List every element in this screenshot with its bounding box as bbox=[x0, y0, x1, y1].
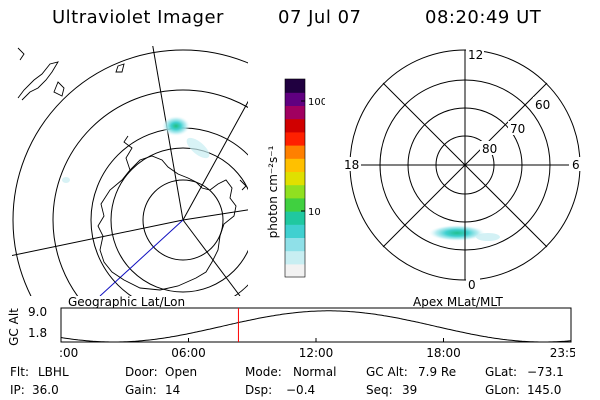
coastline-peninsula bbox=[123, 135, 133, 171]
colorbar-swatch bbox=[285, 224, 305, 238]
aurora-oval-tail bbox=[476, 233, 500, 241]
seq-label: Seq: bbox=[366, 383, 393, 397]
colorbar-scale bbox=[285, 79, 305, 278]
altitude-xticks: 00:00 06:00 12:00 18:00 23:59 bbox=[60, 338, 575, 360]
altitude-xtick-label: 12:00 bbox=[299, 346, 334, 360]
colorbar-swatch bbox=[285, 250, 305, 265]
colorbar-swatch bbox=[285, 237, 305, 252]
aurora-spot-trail bbox=[186, 137, 210, 159]
door-label: Door: bbox=[125, 365, 158, 379]
lat-circle-2 bbox=[52, 89, 248, 296]
lon-line-5 bbox=[182, 219, 241, 296]
colorbar-swatch bbox=[285, 118, 305, 133]
altitude-plot: 00:00 06:00 12:00 18:00 23:59 bbox=[60, 307, 575, 360]
lon-line-2 bbox=[182, 100, 248, 221]
colorbar-swatch bbox=[285, 171, 305, 186]
lat-circle-4 bbox=[110, 147, 248, 293]
coastline-antarctica bbox=[97, 155, 237, 291]
colorbar-swatch bbox=[285, 145, 305, 159]
mlat-label-70: 70 bbox=[510, 122, 525, 136]
altitude-ylabel: GC Alt bbox=[7, 308, 21, 346]
glon-value: 145.0 bbox=[527, 383, 562, 397]
altitude-xtick-label: 23:59 bbox=[550, 346, 575, 360]
right-panel-caption: Apex MLat/MLT bbox=[413, 295, 503, 309]
time-label: 08:20:49 UT bbox=[425, 7, 542, 28]
gain-label: Gain: bbox=[125, 383, 157, 397]
colorbar-swatch bbox=[285, 184, 305, 199]
filter-value: LBHL bbox=[38, 365, 69, 379]
gcalt-label: GC Alt: bbox=[366, 365, 408, 379]
lon-line-4 bbox=[182, 209, 248, 221]
geographic-map bbox=[12, 46, 248, 296]
lon-line-6 bbox=[99, 219, 184, 296]
mlt-label-right: 6 bbox=[572, 158, 580, 172]
instrument-title: Ultraviolet Imager bbox=[52, 7, 224, 28]
colorbar-tick-label: 10 bbox=[308, 207, 321, 218]
mlat-mlt-polar-plot: 12 18 6 0 60 70 80 bbox=[341, 48, 583, 292]
mlt-label-bottom: 0 bbox=[468, 278, 476, 292]
ip-label: IP: bbox=[10, 383, 25, 397]
colorbar-swatch bbox=[285, 79, 305, 93]
glat-value: −73.1 bbox=[527, 365, 564, 379]
colorbar-swatch bbox=[285, 211, 305, 225]
left-panel-caption: Geographic Lat/Lon bbox=[68, 295, 186, 309]
altitude-xtick-label: 06:00 bbox=[171, 346, 206, 360]
mlat-label-60: 60 bbox=[535, 98, 550, 112]
altitude-plot-frame bbox=[60, 307, 572, 343]
coastline-fragment-1 bbox=[17, 61, 59, 101]
colorbar-label: photon cm⁻²s⁻¹ bbox=[266, 145, 280, 238]
colorbar: 100 10 photon cm⁻²s⁻¹ bbox=[266, 78, 325, 278]
colorbar-swatch bbox=[285, 263, 305, 278]
lat-circle-inner bbox=[142, 179, 224, 261]
coastline-fragment-3 bbox=[115, 63, 125, 73]
altitude-ytick-top: 9.0 bbox=[28, 305, 48, 319]
coastline-fragment-2 bbox=[53, 81, 65, 97]
lon-line-3 bbox=[12, 219, 184, 257]
altitude-xtick-label: 00:00 bbox=[60, 346, 78, 360]
coastline-fragment-4 bbox=[17, 47, 25, 61]
mlt-label-left: 18 bbox=[344, 158, 359, 172]
lat-circle-outer bbox=[12, 49, 248, 296]
colorbar-swatch bbox=[285, 105, 305, 120]
dsp-value: −0.4 bbox=[286, 383, 316, 397]
date-label: 07 Jul 07 bbox=[278, 7, 362, 28]
glat-label: GLat: bbox=[485, 365, 518, 379]
aurora-oval-emission bbox=[429, 225, 485, 241]
colorbar-swatch bbox=[285, 158, 305, 172]
filter-label: Flt: bbox=[10, 365, 29, 379]
coastline-fragment-5 bbox=[239, 179, 247, 191]
colorbar-swatch bbox=[285, 131, 305, 146]
dsp-label: Dsp: bbox=[245, 383, 273, 397]
mode-value: Normal bbox=[293, 365, 337, 379]
colorbar-swatch bbox=[285, 197, 305, 212]
colorbar-ticks: 100 10 bbox=[301, 97, 325, 218]
aurora-spot-faint bbox=[62, 177, 70, 183]
ip-value: 36.0 bbox=[32, 383, 59, 397]
colorbar-tick-label: 100 bbox=[308, 97, 325, 108]
aurora-spot-main bbox=[162, 116, 190, 136]
seq-value: 39 bbox=[402, 383, 418, 397]
mlt-line-diag-2 bbox=[382, 82, 548, 248]
gain-value: 14 bbox=[165, 383, 181, 397]
glon-label: GLon: bbox=[485, 383, 520, 397]
altitude-curve bbox=[60, 310, 572, 343]
mlt-label-top: 12 bbox=[468, 48, 483, 62]
gcalt-value: 7.9 Re bbox=[418, 365, 457, 379]
mode-label: Mode: bbox=[245, 365, 282, 379]
mlat-label-80: 80 bbox=[482, 142, 497, 156]
altitude-ytick-bottom: 1.8 bbox=[28, 326, 48, 340]
colorbar-swatch bbox=[285, 92, 305, 106]
door-value: Open bbox=[165, 365, 198, 379]
altitude-xtick-label: 18:00 bbox=[426, 346, 461, 360]
